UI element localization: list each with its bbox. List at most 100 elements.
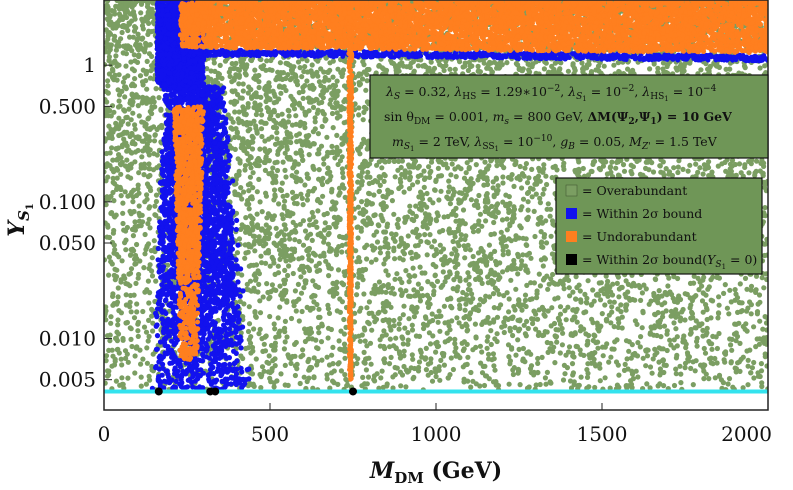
green-point: [716, 294, 722, 300]
green-point: [453, 174, 459, 180]
green-point: [252, 248, 258, 254]
green-point: [377, 250, 383, 256]
green-point: [616, 372, 622, 378]
green-point: [138, 374, 144, 380]
green-point: [282, 267, 288, 273]
green-point: [300, 95, 306, 101]
green-point: [136, 203, 142, 209]
green-point: [382, 173, 388, 179]
green-point: [248, 86, 254, 93]
green-point: [105, 78, 111, 84]
green-point: [385, 284, 391, 291]
green-point: [342, 355, 348, 361]
green-point: [365, 374, 372, 380]
green-point: [546, 281, 552, 287]
green-point: [277, 304, 283, 310]
green-point: [250, 170, 256, 176]
green-point: [432, 187, 438, 193]
green-point: [450, 238, 456, 245]
green-point: [369, 327, 375, 333]
green-point: [253, 356, 259, 362]
green-point: [491, 363, 497, 369]
green-point: [331, 368, 337, 374]
green-point: [472, 321, 478, 327]
green-point: [742, 275, 749, 281]
green-point: [108, 259, 114, 265]
green-point: [584, 300, 590, 306]
green-point: [359, 332, 365, 338]
green-point: [403, 288, 409, 294]
green-point: [140, 26, 146, 32]
green-point: [379, 368, 385, 374]
green-point: [573, 274, 579, 280]
green-point: [389, 231, 395, 237]
green-point: [533, 175, 539, 181]
green-point: [523, 303, 529, 310]
green-point: [115, 317, 121, 323]
green-point: [106, 57, 112, 63]
green-point: [611, 324, 617, 330]
green-point: [481, 60, 487, 66]
green-point: [427, 341, 434, 347]
green-point: [663, 308, 669, 314]
green-point: [531, 208, 537, 214]
green-point: [484, 197, 490, 203]
green-point: [702, 350, 709, 356]
green-point: [477, 211, 483, 217]
green-point: [457, 302, 463, 308]
green-point: [500, 180, 506, 186]
green-point: [118, 171, 124, 177]
green-point: [376, 279, 382, 285]
green-point: [433, 247, 439, 253]
green-point: [663, 362, 669, 368]
green-point: [339, 166, 345, 172]
green-point: [753, 287, 759, 293]
green-point: [381, 178, 387, 184]
green-point: [246, 321, 253, 327]
green-point: [525, 199, 531, 205]
green-point: [297, 221, 303, 227]
green-point: [299, 195, 305, 201]
green-point: [310, 278, 316, 284]
green-point: [468, 384, 474, 390]
green-point: [748, 311, 754, 317]
green-point: [156, 95, 162, 101]
green-point: [418, 286, 424, 292]
green-point: [146, 152, 152, 158]
green-point: [665, 283, 671, 289]
green-point: [321, 239, 327, 245]
green-point: [463, 246, 469, 252]
green-point: [310, 292, 316, 299]
green-point: [259, 209, 265, 215]
green-point: [675, 164, 681, 170]
green-point: [283, 174, 289, 180]
green-point: [751, 324, 757, 330]
green-point: [272, 326, 278, 332]
green-point: [675, 275, 681, 282]
green-point: [258, 385, 264, 391]
green-point: [366, 190, 372, 196]
green-point: [751, 375, 757, 381]
green-point: [566, 277, 572, 283]
green-point: [256, 176, 262, 182]
green-point: [287, 77, 293, 83]
green-point: [396, 243, 402, 249]
green-point: [654, 350, 660, 356]
green-point: [563, 317, 569, 323]
green-point: [506, 309, 512, 315]
green-point: [525, 207, 531, 213]
green-point: [128, 266, 135, 272]
green-point: [367, 340, 374, 346]
green-point: [325, 241, 331, 247]
green-point: [680, 166, 686, 172]
green-point: [373, 257, 379, 263]
green-point: [149, 255, 155, 261]
green-point: [267, 313, 273, 320]
green-point: [494, 331, 500, 337]
green-point: [242, 255, 248, 261]
green-point: [359, 383, 365, 389]
green-point: [311, 185, 318, 192]
green-point: [302, 182, 308, 188]
green-point: [131, 315, 138, 321]
green-point: [607, 165, 613, 171]
